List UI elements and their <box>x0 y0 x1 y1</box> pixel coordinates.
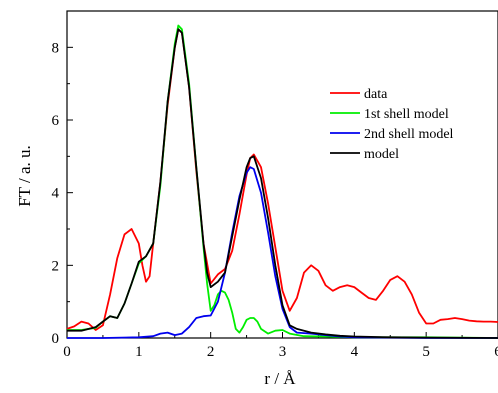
y-tick-label: 2 <box>52 258 60 274</box>
axis-ticks: 0 1 2 3 4 5 6 0 2 4 6 8 <box>52 40 498 360</box>
x-axis-label: r / Å <box>264 369 296 388</box>
y-axis-label: FT / a. u. <box>15 145 34 207</box>
x-tick-label: 3 <box>279 344 287 360</box>
x-tick-label: 0 <box>63 344 71 360</box>
legend-label-2nd-shell-model: 2nd shell model <box>364 127 454 142</box>
x-tick-label: 6 <box>494 344 498 360</box>
y-tick-label: 8 <box>52 40 60 56</box>
legend-label-data: data <box>364 87 388 102</box>
series-line-model <box>67 28 498 339</box>
y-tick-label: 4 <box>52 186 60 202</box>
y-tick-label: 0 <box>52 331 60 347</box>
x-tick-label: 2 <box>207 344 215 360</box>
legend-label-model: model <box>364 147 399 162</box>
series-lines <box>66 24 498 339</box>
x-tick-label: 1 <box>135 344 143 360</box>
x-tick-label: 5 <box>422 344 430 360</box>
x-tick-label: 4 <box>351 344 359 360</box>
series-line-data <box>66 28 498 331</box>
y-tick-label: 6 <box>52 113 60 129</box>
series-line-2nd-shell-model <box>67 166 498 339</box>
legend: data 1st shell model 2nd shell model model <box>330 87 454 162</box>
legend-label-1st-shell-model: 1st shell model <box>364 107 449 122</box>
